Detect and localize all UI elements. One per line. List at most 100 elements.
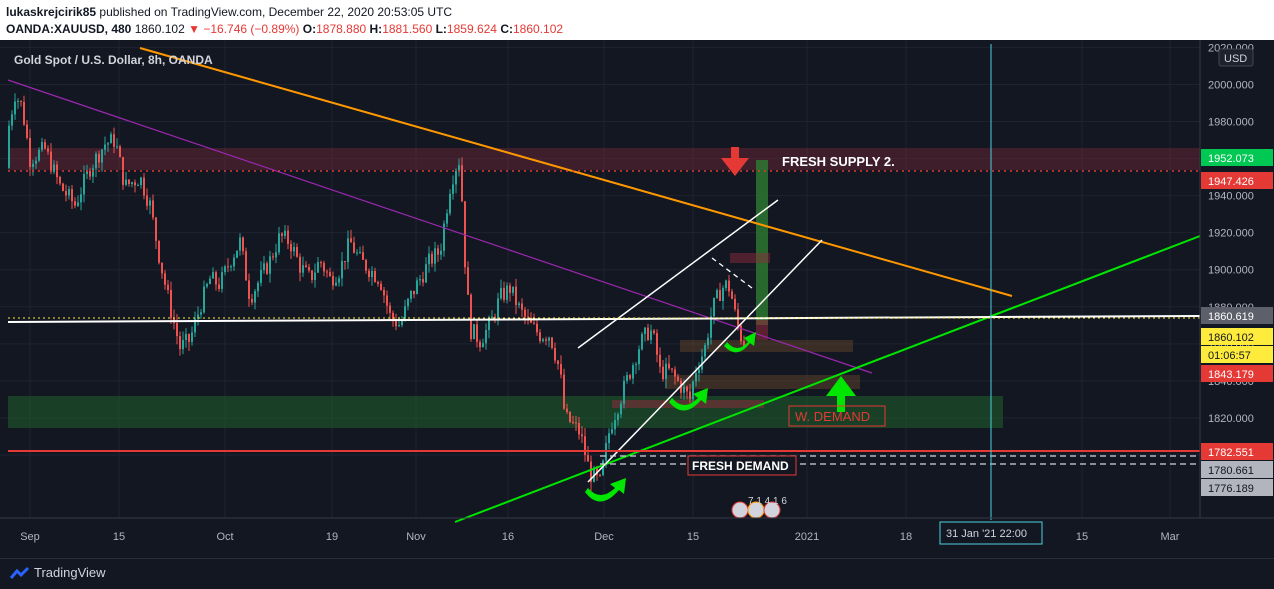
candle-body xyxy=(128,179,130,185)
candle-body xyxy=(359,252,361,254)
candle-body xyxy=(242,237,244,252)
candle-body xyxy=(413,290,415,295)
candle-body xyxy=(407,298,409,307)
horizontal-level-line[interactable] xyxy=(7,315,1201,323)
candle-body xyxy=(344,261,346,263)
candle-body xyxy=(641,333,643,350)
price-marker-label: 1843.179 xyxy=(1208,369,1254,381)
candle-body xyxy=(311,270,313,281)
candle-body xyxy=(188,334,190,342)
candle-body xyxy=(263,263,265,270)
candle-body xyxy=(164,273,166,285)
candle-body xyxy=(80,194,82,203)
candle-body xyxy=(194,318,196,333)
candle-body xyxy=(536,323,538,333)
long-position-target xyxy=(756,160,768,325)
candle-body xyxy=(683,386,685,393)
candle-body xyxy=(533,322,535,324)
green-trendline[interactable] xyxy=(454,235,1201,523)
candle-body xyxy=(302,265,304,273)
candle-body xyxy=(179,336,181,350)
candle-body xyxy=(17,100,19,102)
price-tick-label: 1900.000 xyxy=(1208,265,1254,277)
candle-body xyxy=(416,280,418,295)
candle-body xyxy=(395,319,397,327)
candle-body xyxy=(569,411,571,422)
candle-body xyxy=(266,263,268,274)
fresh-demand-label[interactable]: FRESH DEMAND xyxy=(692,459,789,473)
candle-body xyxy=(740,325,742,342)
candle-body xyxy=(251,298,253,303)
high-label: H: xyxy=(369,22,383,36)
channel-lower[interactable] xyxy=(587,239,823,483)
candle-body xyxy=(731,291,733,299)
candle-body xyxy=(125,179,127,185)
candle-body xyxy=(701,356,703,370)
price-marker-box xyxy=(1201,328,1273,345)
candle-body xyxy=(83,173,85,195)
candle-body xyxy=(431,253,433,264)
purple-trendline[interactable] xyxy=(7,79,873,374)
candle-body xyxy=(65,190,67,196)
candle-body xyxy=(392,312,394,320)
candle-body xyxy=(743,341,745,347)
currency-button[interactable] xyxy=(1218,48,1254,67)
time-tick-label: 15 xyxy=(1076,531,1088,543)
candle-body xyxy=(713,297,715,317)
events-label: 7 1 4 1 6 xyxy=(748,496,787,507)
candle-body xyxy=(329,272,331,277)
open-label: O: xyxy=(302,22,317,36)
chart-area[interactable]: FRESH SUPPLY 2. W. DEMAND FRESH DEMAND 7… xyxy=(0,40,1274,558)
candle-body xyxy=(386,295,388,306)
orange-trendline[interactable] xyxy=(139,47,1013,297)
time-tick-label: 18 xyxy=(900,531,912,543)
candle-body xyxy=(689,391,691,400)
candle-body xyxy=(368,270,370,278)
candle-body xyxy=(374,270,376,282)
candle-body xyxy=(596,468,598,475)
green-curved-arrow-icon xyxy=(585,332,756,502)
candle-body xyxy=(647,327,649,340)
candle-body xyxy=(215,272,217,285)
tradingview-logo-icon[interactable] xyxy=(10,566,30,580)
candle-body xyxy=(443,223,445,251)
tradingview-brand[interactable]: TradingView xyxy=(34,565,106,580)
candle-body xyxy=(308,267,310,271)
candle-body xyxy=(650,330,652,340)
supply-box xyxy=(730,253,770,263)
candle-body xyxy=(692,381,694,400)
candle-body xyxy=(305,265,307,268)
w-demand-label[interactable]: W. DEMAND xyxy=(795,409,870,424)
candle-body xyxy=(365,259,367,271)
author-name[interactable]: lukaskrejcirik85 xyxy=(6,5,97,19)
candle-body xyxy=(74,201,76,206)
ohlc-line: OANDA:XAUUSD, 480 1860.102 ▼ −16.746 (−0… xyxy=(6,22,563,36)
candle-body xyxy=(269,256,271,274)
candle-body xyxy=(143,177,145,196)
green-up-arrow-icon xyxy=(826,376,856,412)
candle-body xyxy=(371,270,373,278)
candle-body xyxy=(218,284,220,289)
time-tick-label: 15 xyxy=(113,531,125,543)
candle-body xyxy=(254,291,256,303)
price-tick-label: 1980.000 xyxy=(1208,117,1254,129)
chart-canvas[interactable]: FRESH SUPPLY 2. W. DEMAND FRESH DEMAND 7… xyxy=(0,40,1274,558)
candle-body xyxy=(410,290,412,299)
crosshair-time-label: 31 Jan '21 22:00 xyxy=(946,528,1027,540)
candle-body xyxy=(71,189,73,202)
candle-body xyxy=(53,164,55,172)
candle-body xyxy=(479,341,481,348)
price-marker-box xyxy=(1201,307,1273,324)
candle-body xyxy=(614,420,616,430)
price-tick-label: 2000.000 xyxy=(1208,79,1254,91)
price-scale[interactable] xyxy=(1200,40,1274,518)
price-marker-label: 1780.661 xyxy=(1208,465,1254,477)
channel-upper[interactable] xyxy=(577,199,779,349)
candle-body xyxy=(710,316,712,338)
fresh-supply-label[interactable]: FRESH SUPPLY 2. xyxy=(782,154,895,169)
candle-body xyxy=(68,189,70,196)
candle-body xyxy=(272,256,274,258)
economic-events[interactable]: 7 1 4 1 6 xyxy=(731,496,787,519)
price-marker-label: 1947.426 xyxy=(1208,176,1254,188)
candle-body xyxy=(200,312,202,315)
